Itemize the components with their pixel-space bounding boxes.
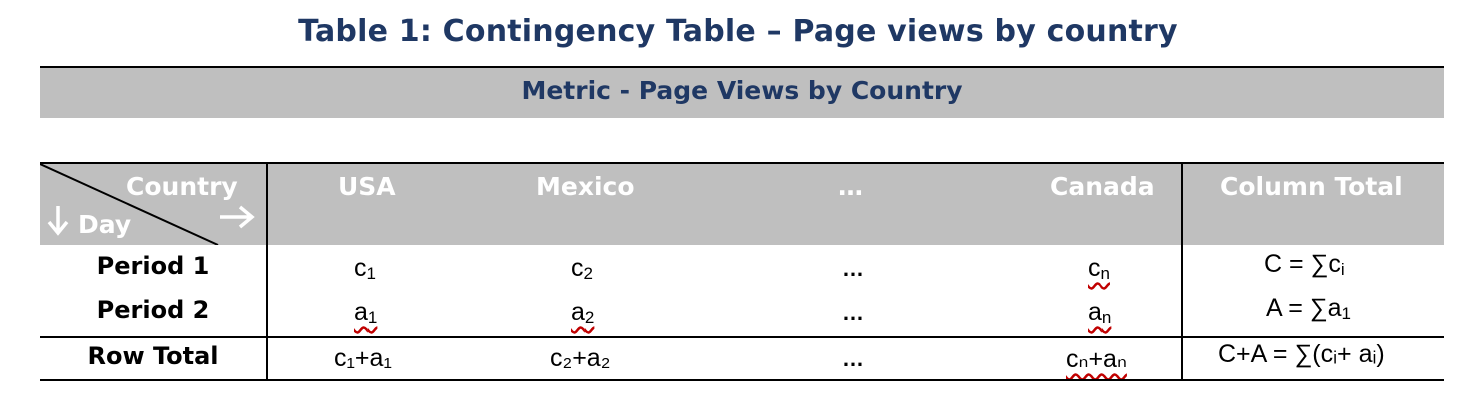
metric-bar: Metric - Page Views by Country	[40, 68, 1444, 118]
cell-r1-usa: c1	[354, 254, 376, 283]
corner-diagonal	[40, 164, 219, 245]
row-label-period-1: Period 1	[96, 252, 210, 280]
cell-r1-total: C = ∑ci	[1264, 250, 1345, 279]
column-header-canada: Canada	[1050, 172, 1155, 201]
cell-total-canada: cₙ+aₙ	[1066, 345, 1127, 373]
cell-total-ellipsis: …	[842, 346, 864, 371]
column-header-ellipsis: …	[838, 172, 863, 201]
cell-total-mexico: c₂+a₂	[550, 344, 611, 372]
down-arrow-icon	[47, 206, 69, 236]
cell-r2-mexico: a2	[571, 298, 595, 327]
corner-country-label: Country	[126, 172, 238, 201]
cell-total-grand: C+A = ∑(cᵢ+ aᵢ)	[1218, 340, 1385, 368]
column-header-usa: USA	[338, 172, 396, 201]
column-header-total: Column Total	[1220, 172, 1403, 201]
cell-r2-canada: an	[1088, 298, 1112, 327]
right-arrow-icon	[220, 205, 255, 229]
cell-r1-canada: cn	[1088, 254, 1110, 283]
cell-r2-usa: a1	[354, 298, 378, 327]
cell-r2-ellipsis: …	[842, 300, 864, 325]
header-row: Country Day USA Mexico … Canada Column T…	[40, 162, 1444, 245]
metric-top-rule	[40, 66, 1444, 68]
corner-day-label: Day	[78, 210, 132, 239]
cell-r1-mexico: c2	[571, 254, 593, 283]
column-header-mexico: Mexico	[536, 172, 635, 201]
row-label-period-2: Period 2	[96, 296, 210, 324]
cell-r1-ellipsis: …	[842, 256, 864, 281]
cell-total-usa: c₁+a₁	[334, 344, 392, 372]
column-divider-right	[1181, 162, 1183, 380]
cell-r2-total: A = ∑a1	[1266, 294, 1351, 323]
table-title: Table 1: Contingency Table – Page views …	[298, 14, 1178, 49]
row-total-top-rule	[40, 336, 1444, 338]
row-label-row-total: Row Total	[87, 342, 219, 370]
column-divider-left	[266, 162, 268, 380]
table-bottom-rule	[40, 379, 1444, 381]
